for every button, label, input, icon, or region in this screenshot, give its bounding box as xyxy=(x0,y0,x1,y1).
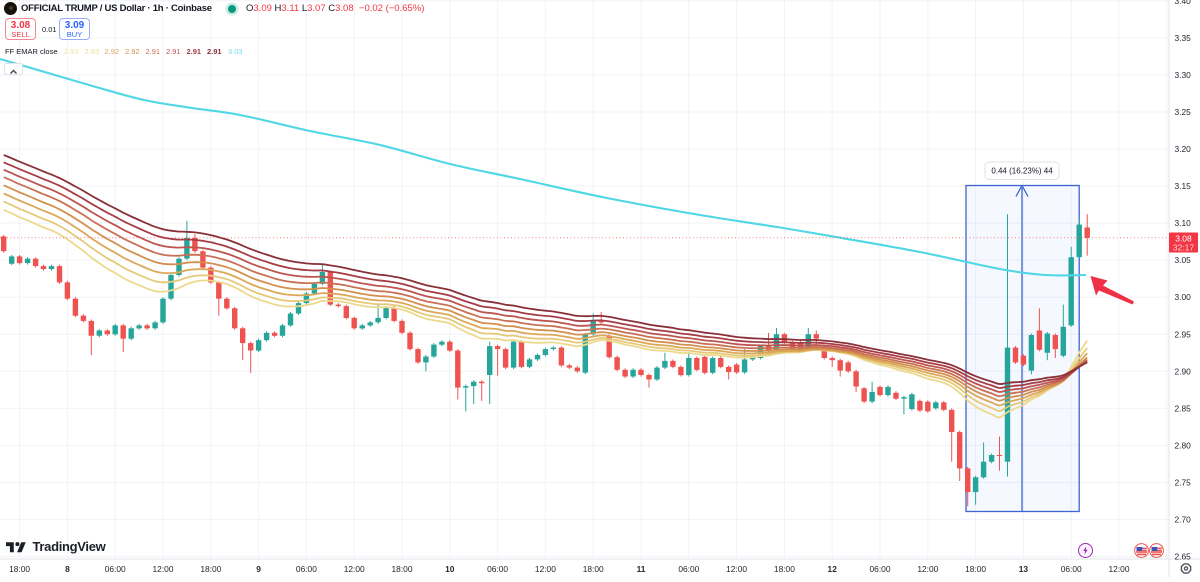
svg-text:3.10: 3.10 xyxy=(1175,218,1192,228)
svg-text:3.05: 3.05 xyxy=(1175,255,1192,265)
svg-text:2.85: 2.85 xyxy=(1175,403,1192,413)
svg-text:12:00: 12:00 xyxy=(1109,564,1130,574)
svg-text:06:00: 06:00 xyxy=(296,564,317,574)
svg-text:3.35: 3.35 xyxy=(1175,33,1192,43)
svg-text:18:00: 18:00 xyxy=(583,564,604,574)
svg-text:2.80: 2.80 xyxy=(1175,440,1192,450)
svg-text:06:00: 06:00 xyxy=(870,564,891,574)
svg-text:18:00: 18:00 xyxy=(9,564,30,574)
svg-text:32:17: 32:17 xyxy=(1173,243,1195,253)
svg-text:3.30: 3.30 xyxy=(1175,70,1192,80)
svg-text:3.00: 3.00 xyxy=(1175,292,1192,302)
svg-text:10: 10 xyxy=(445,564,455,574)
svg-text:12:00: 12:00 xyxy=(153,564,174,574)
svg-text:18:00: 18:00 xyxy=(200,564,221,574)
svg-text:12:00: 12:00 xyxy=(726,564,747,574)
svg-text:3.15: 3.15 xyxy=(1175,181,1192,191)
svg-text:18:00: 18:00 xyxy=(392,564,413,574)
svg-text:0.44 (16.23%) 44: 0.44 (16.23%) 44 xyxy=(991,167,1053,176)
svg-text:06:00: 06:00 xyxy=(105,564,126,574)
svg-text:3.20: 3.20 xyxy=(1175,144,1192,154)
svg-text:9: 9 xyxy=(256,564,261,574)
svg-text:12:00: 12:00 xyxy=(917,564,938,574)
svg-text:2.95: 2.95 xyxy=(1175,329,1192,339)
svg-text:06:00: 06:00 xyxy=(1061,564,1082,574)
svg-text:8: 8 xyxy=(65,564,70,574)
svg-text:2.65: 2.65 xyxy=(1175,552,1192,562)
svg-text:06:00: 06:00 xyxy=(487,564,508,574)
svg-text:18:00: 18:00 xyxy=(965,564,986,574)
svg-text:3.40: 3.40 xyxy=(1175,0,1192,6)
svg-text:3.25: 3.25 xyxy=(1175,107,1192,117)
svg-text:3.08: 3.08 xyxy=(1175,234,1192,244)
svg-text:12: 12 xyxy=(828,564,838,574)
svg-text:12:00: 12:00 xyxy=(344,564,365,574)
svg-text:2.75: 2.75 xyxy=(1175,478,1192,488)
svg-text:18:00: 18:00 xyxy=(774,564,795,574)
svg-text:12:00: 12:00 xyxy=(535,564,556,574)
svg-text:13: 13 xyxy=(1019,564,1029,574)
svg-text:2.90: 2.90 xyxy=(1175,366,1192,376)
svg-text:2.70: 2.70 xyxy=(1175,515,1192,525)
svg-text:06:00: 06:00 xyxy=(678,564,699,574)
svg-text:11: 11 xyxy=(637,564,646,574)
